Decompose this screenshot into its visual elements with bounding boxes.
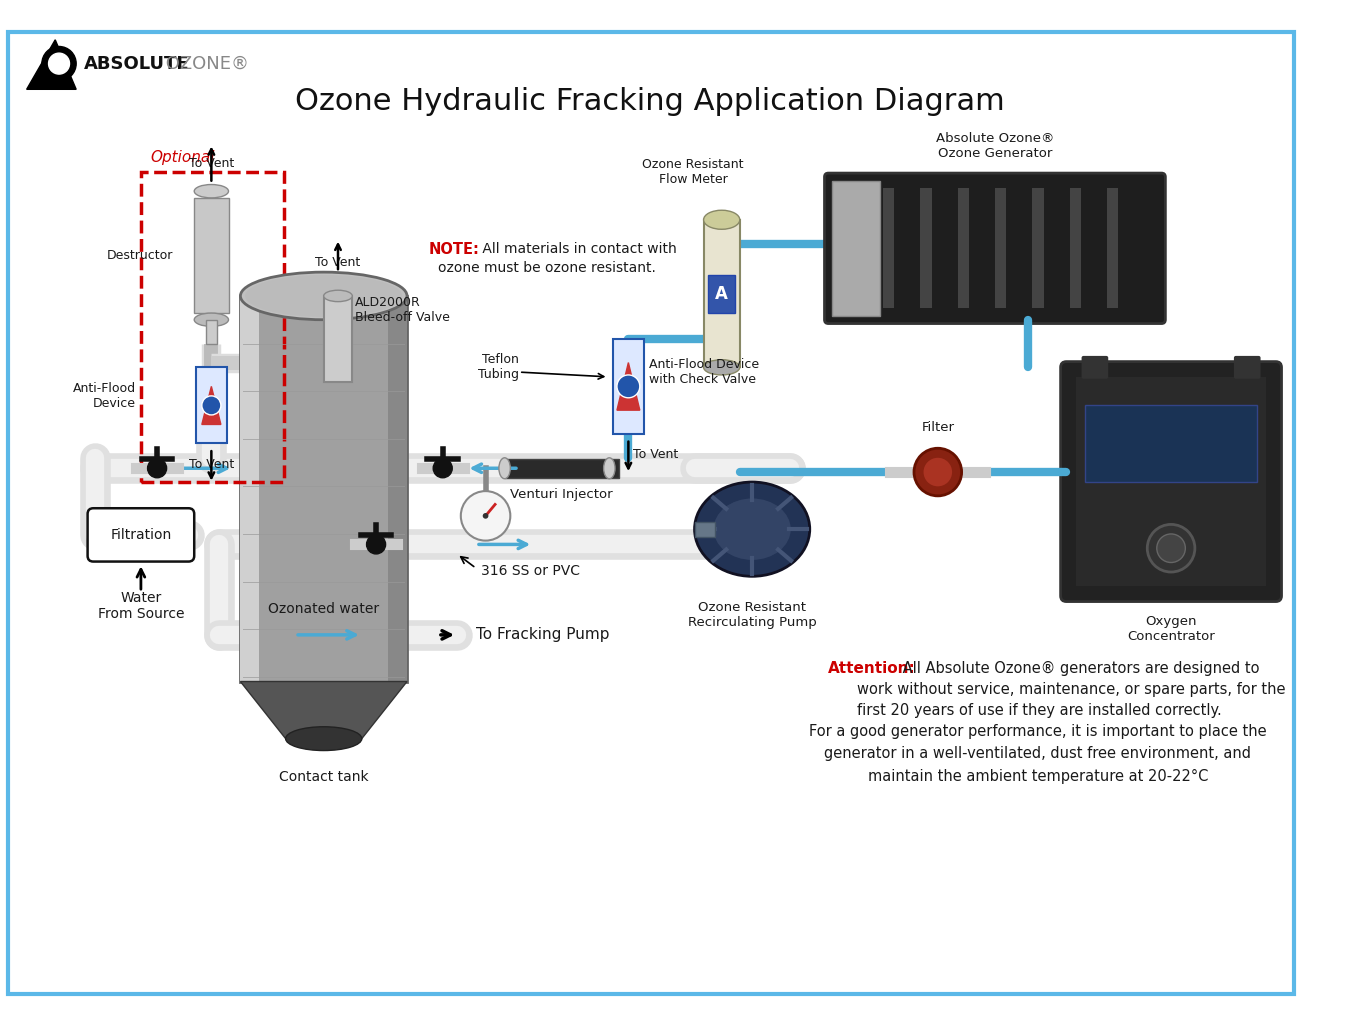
Polygon shape xyxy=(617,362,640,410)
Text: work without service, maintenance, or spare parts, for the: work without service, maintenance, or sp… xyxy=(857,681,1285,697)
Circle shape xyxy=(1156,534,1185,562)
Text: Contact tank: Contact tank xyxy=(279,770,369,784)
Bar xyxy=(1032,189,1044,308)
Text: Ozonated water: Ozonated water xyxy=(268,602,379,616)
Text: Absolute Ozone®
Ozone Generator: Absolute Ozone® Ozone Generator xyxy=(936,131,1054,160)
Ellipse shape xyxy=(704,210,740,229)
Text: first 20 years of use if they are installed correctly.: first 20 years of use if they are instal… xyxy=(857,703,1222,717)
Text: All materials in contact with: All materials in contact with xyxy=(478,242,677,256)
Bar xyxy=(694,521,715,537)
Text: Water
From Source: Water From Source xyxy=(97,591,185,622)
Bar xyxy=(995,189,1006,308)
Circle shape xyxy=(617,374,640,398)
Polygon shape xyxy=(241,681,407,739)
Text: 316 SS or PVC: 316 SS or PVC xyxy=(481,564,580,578)
FancyBboxPatch shape xyxy=(1234,356,1260,379)
Text: Destructor: Destructor xyxy=(107,249,174,262)
Bar xyxy=(241,295,260,681)
Text: For a good generator performance, it is important to place the
generator in a we: For a good generator performance, it is … xyxy=(809,724,1267,784)
Text: To Fracking Pump: To Fracking Pump xyxy=(476,627,610,642)
Ellipse shape xyxy=(286,726,362,751)
Text: ABSOLUTE: ABSOLUTE xyxy=(83,54,190,73)
Bar xyxy=(614,339,644,434)
Text: Oxygen
Concentrator: Oxygen Concentrator xyxy=(1128,615,1215,643)
Ellipse shape xyxy=(241,272,407,320)
Circle shape xyxy=(461,491,510,541)
Text: A: A xyxy=(715,284,729,303)
Text: Filter: Filter xyxy=(921,421,954,434)
Text: ALD2000R
Bleed-off Valve: ALD2000R Bleed-off Valve xyxy=(355,297,450,324)
Text: OZONE®: OZONE® xyxy=(160,54,249,73)
FancyBboxPatch shape xyxy=(1081,356,1109,379)
Circle shape xyxy=(366,535,385,554)
Bar xyxy=(1076,377,1266,586)
FancyBboxPatch shape xyxy=(8,32,1295,994)
Text: Anti-Flood
Device: Anti-Flood Device xyxy=(72,382,137,410)
Bar xyxy=(1107,189,1118,308)
Bar xyxy=(920,189,932,308)
FancyBboxPatch shape xyxy=(87,508,194,561)
Ellipse shape xyxy=(704,360,740,374)
Bar xyxy=(205,320,217,344)
Circle shape xyxy=(483,513,488,519)
Ellipse shape xyxy=(245,275,402,317)
Circle shape xyxy=(433,459,452,478)
Bar xyxy=(1069,189,1081,308)
Ellipse shape xyxy=(324,290,353,302)
Text: To Vent: To Vent xyxy=(189,458,234,471)
Circle shape xyxy=(1147,524,1195,573)
Text: NOTE:: NOTE: xyxy=(428,242,480,256)
Text: To Vent: To Vent xyxy=(316,256,361,269)
Circle shape xyxy=(49,53,70,74)
Polygon shape xyxy=(202,387,221,425)
Bar xyxy=(833,181,880,316)
Circle shape xyxy=(42,46,77,81)
Text: Attention:: Attention: xyxy=(828,661,916,676)
Text: ozone must be ozone resistant.: ozone must be ozone resistant. xyxy=(437,262,656,275)
Bar xyxy=(388,295,407,681)
Text: To Vent: To Vent xyxy=(633,448,678,462)
Text: Optional: Optional xyxy=(150,150,215,164)
Circle shape xyxy=(915,448,961,496)
Ellipse shape xyxy=(499,458,510,479)
Ellipse shape xyxy=(194,185,228,198)
Ellipse shape xyxy=(712,498,791,560)
Circle shape xyxy=(924,458,951,486)
Bar xyxy=(845,189,857,308)
Bar xyxy=(704,220,740,367)
Text: All Absolute Ozone® generators are designed to: All Absolute Ozone® generators are desig… xyxy=(898,661,1259,676)
Bar xyxy=(194,198,228,313)
Bar xyxy=(324,295,353,382)
Text: Ozone Resistant
Recirculating Pump: Ozone Resistant Recirculating Pump xyxy=(688,600,816,629)
Text: Ozone Hydraulic Fracking Application Diagram: Ozone Hydraulic Fracking Application Dia… xyxy=(295,87,1005,116)
FancyBboxPatch shape xyxy=(1061,361,1281,601)
Polygon shape xyxy=(27,40,77,89)
Bar xyxy=(957,189,969,308)
Bar xyxy=(1085,405,1256,481)
Bar xyxy=(883,189,894,308)
Bar xyxy=(195,367,227,443)
Text: Anti-Flood Device
with Check Valve: Anti-Flood Device with Check Valve xyxy=(649,358,760,386)
Text: Filtration: Filtration xyxy=(111,528,171,542)
Bar xyxy=(241,295,407,681)
Text: To Vent: To Vent xyxy=(189,157,234,170)
Ellipse shape xyxy=(694,482,809,577)
Text: Ozone Resistant
Flow Meter: Ozone Resistant Flow Meter xyxy=(642,158,744,187)
Ellipse shape xyxy=(194,313,228,326)
Bar xyxy=(504,459,619,478)
FancyBboxPatch shape xyxy=(824,173,1165,323)
Bar xyxy=(708,275,735,313)
Ellipse shape xyxy=(604,458,615,479)
Circle shape xyxy=(148,459,167,478)
Text: Venturi Injector: Venturi Injector xyxy=(510,488,612,502)
Circle shape xyxy=(202,396,221,415)
Text: Teflon
Tubing: Teflon Tubing xyxy=(478,353,519,382)
